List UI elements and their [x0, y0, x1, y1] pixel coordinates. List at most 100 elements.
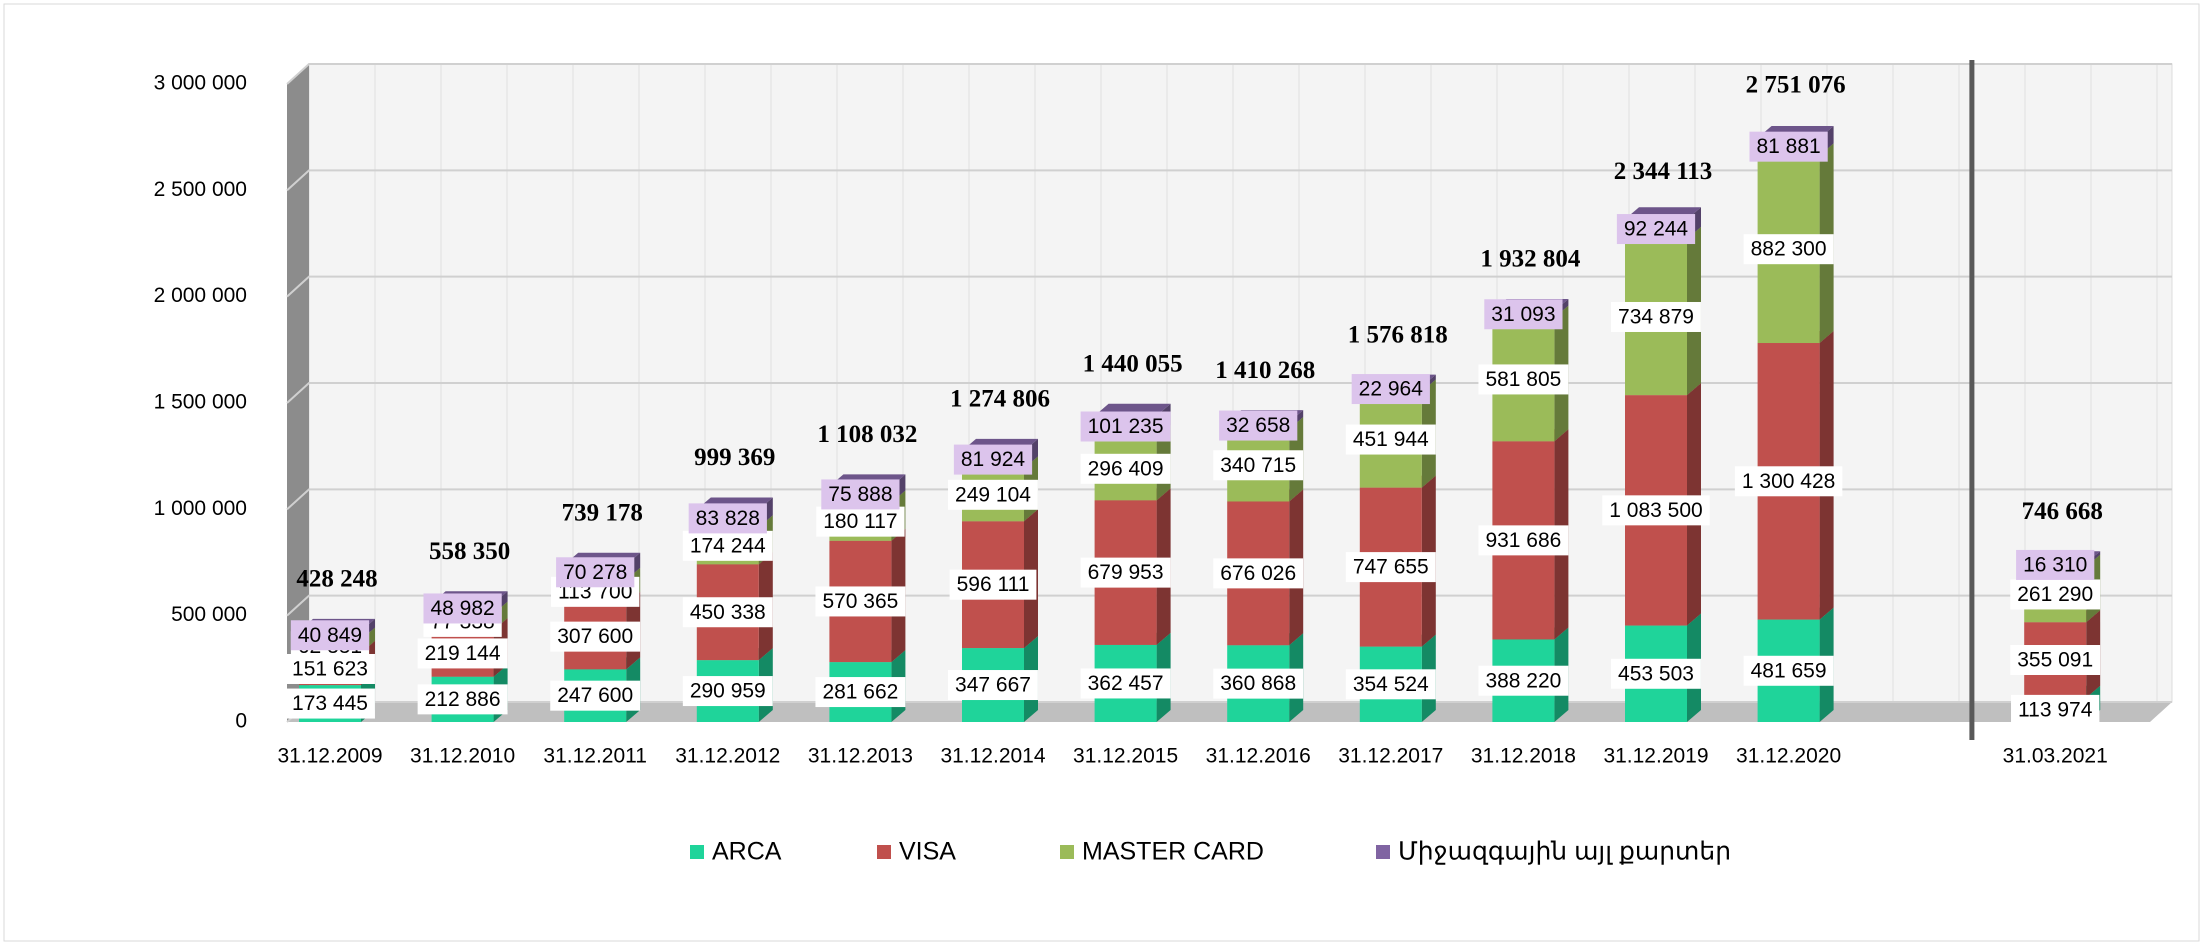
data-label-box [1743, 234, 1834, 265]
data-label: 453 503 [1618, 662, 1694, 685]
x-tick-label: 31.12.2012 [675, 745, 780, 768]
data-label: 450 338 [690, 601, 766, 624]
legend-label: Միջազգային այլ քարտեր [1398, 838, 1731, 866]
x-tick-label: 31.12.2016 [1206, 745, 1311, 768]
data-label-box [682, 530, 773, 561]
data-label-box [1611, 658, 1701, 689]
data-label: 247 600 [557, 684, 633, 707]
x-tick-label: 31.03.2021 [2003, 745, 2108, 768]
data-label: 882 300 [1751, 238, 1827, 261]
data-label: 481 659 [1751, 659, 1827, 682]
total-label: 1 274 806 [950, 386, 1050, 413]
grid-line [286, 275, 2172, 298]
data-label: 931 686 [1485, 529, 1561, 552]
data-label-box [423, 593, 502, 624]
data-label-box [285, 688, 375, 719]
legend-label: VISA [899, 838, 956, 866]
total-label: 746 668 [2022, 498, 2103, 525]
data-label: 212 886 [425, 688, 501, 711]
data-label-box [290, 620, 370, 651]
data-label-box [949, 569, 1037, 600]
data-label: 1 083 500 [1609, 499, 1702, 522]
data-label-box [1611, 301, 1701, 332]
data-label: 290 959 [690, 680, 766, 703]
data-label: 31 093 [1491, 303, 1555, 326]
total-label: 1 440 055 [1083, 350, 1183, 377]
data-label: 1 300 428 [1742, 470, 1835, 493]
total-label: 999 369 [694, 444, 775, 471]
total-label: 1 576 818 [1348, 321, 1448, 348]
data-label-box [1080, 453, 1171, 484]
y-tick-label: 500 000 [171, 603, 247, 626]
data-label-box [2010, 645, 2101, 676]
x-tick-label: 31.12.2009 [277, 745, 382, 768]
y-tick-label: 3 000 000 [154, 72, 247, 95]
data-label-box [550, 621, 641, 652]
data-label-box [816, 506, 905, 537]
x-tick-label: 31.12.2020 [1736, 745, 1841, 768]
total-label: 739 178 [562, 500, 643, 527]
legend-label: MASTER CARD [1082, 838, 1264, 866]
data-label-box [948, 479, 1038, 510]
data-label: 596 111 [957, 573, 1030, 596]
data-label: 676 026 [1220, 562, 1296, 585]
data-label: 354 524 [1353, 673, 1429, 696]
data-label-box [556, 557, 635, 588]
data-label-box [821, 479, 900, 510]
total-label: 2 344 113 [1614, 158, 1713, 185]
data-label-box [2011, 694, 2100, 725]
data-label: 249 104 [955, 483, 1031, 506]
data-label: 388 220 [1485, 669, 1561, 692]
data-label-box [1080, 668, 1171, 699]
data-label-box [1743, 655, 1834, 686]
data-label-box [1345, 424, 1436, 455]
data-label: 679 953 [1088, 561, 1164, 584]
data-label-box [2010, 579, 2101, 610]
data-label: 101 235 [1088, 415, 1164, 438]
data-label: 40 849 [298, 624, 362, 647]
data-label-box [1345, 669, 1436, 700]
x-tick-label: 31.12.2017 [1338, 745, 1443, 768]
data-label-box [1213, 558, 1304, 589]
data-label-box [2016, 549, 2095, 580]
data-label-box [1478, 665, 1569, 696]
y-tick-label: 1 500 000 [154, 391, 247, 414]
data-label: 22 964 [1359, 378, 1424, 401]
data-label: 261 290 [2017, 583, 2093, 606]
y-tick-label: 0 [235, 710, 247, 733]
total-label: 428 248 [296, 566, 377, 593]
data-label: 81 924 [961, 448, 1026, 471]
total-label: 1 108 032 [817, 421, 917, 448]
data-label-box [550, 680, 641, 711]
y-tick-label: 2 500 000 [154, 178, 247, 201]
data-label: 81 881 [1756, 135, 1820, 158]
legend-label: ARCA [712, 838, 782, 866]
data-label: 48 982 [430, 597, 494, 620]
data-label-box [1219, 410, 1298, 441]
data-label-box [1080, 411, 1171, 442]
legend-swatch [1060, 845, 1074, 859]
data-label-box [815, 586, 906, 617]
data-label-box [1602, 495, 1710, 526]
data-label-box [1484, 299, 1563, 330]
data-label-box [1351, 374, 1430, 405]
legend-swatch [690, 845, 704, 859]
data-label-box [417, 684, 508, 715]
total-label: 1 932 804 [1480, 246, 1581, 273]
x-tick-label: 31.12.2019 [1603, 745, 1708, 768]
data-label: 734 879 [1618, 306, 1694, 329]
data-label-box [1478, 525, 1569, 556]
data-label: 355 091 [2017, 649, 2093, 672]
data-label: 362 457 [1088, 672, 1164, 695]
data-label-box [1616, 214, 1696, 245]
data-label-box [815, 677, 906, 708]
total-label: 2 751 076 [1746, 72, 1846, 99]
total-label: 1 410 268 [1215, 357, 1315, 384]
data-label-box [688, 503, 767, 534]
data-label: 307 600 [557, 625, 633, 648]
x-tick-label: 31.12.2011 [543, 745, 647, 768]
data-label: 174 244 [690, 534, 766, 557]
data-label: 747 655 [1353, 556, 1429, 579]
data-label-box [682, 676, 773, 707]
